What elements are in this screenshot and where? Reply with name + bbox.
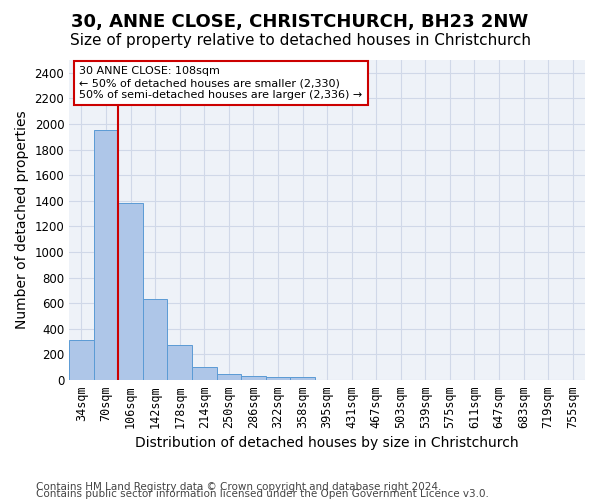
Bar [69,340,94,380]
X-axis label: Distribution of detached houses by size in Christchurch: Distribution of detached houses by size … [135,436,519,450]
Text: 30, ANNE CLOSE, CHRISTCHURCH, BH23 2NW: 30, ANNE CLOSE, CHRISTCHURCH, BH23 2NW [71,12,529,30]
Bar [241,376,266,380]
Text: Size of property relative to detached houses in Christchurch: Size of property relative to detached ho… [70,32,530,48]
Bar [167,345,192,380]
Bar [217,374,241,380]
Bar [290,378,315,380]
Text: 30 ANNE CLOSE: 108sqm
← 50% of detached houses are smaller (2,330)
50% of semi-d: 30 ANNE CLOSE: 108sqm ← 50% of detached … [79,66,363,100]
Y-axis label: Number of detached properties: Number of detached properties [15,110,29,330]
Text: Contains HM Land Registry data © Crown copyright and database right 2024.: Contains HM Land Registry data © Crown c… [36,482,442,492]
Bar [266,377,290,380]
Text: Contains public sector information licensed under the Open Government Licence v3: Contains public sector information licen… [36,489,489,499]
Bar [118,204,143,380]
Bar [94,130,118,380]
Bar [143,300,167,380]
Bar [192,368,217,380]
